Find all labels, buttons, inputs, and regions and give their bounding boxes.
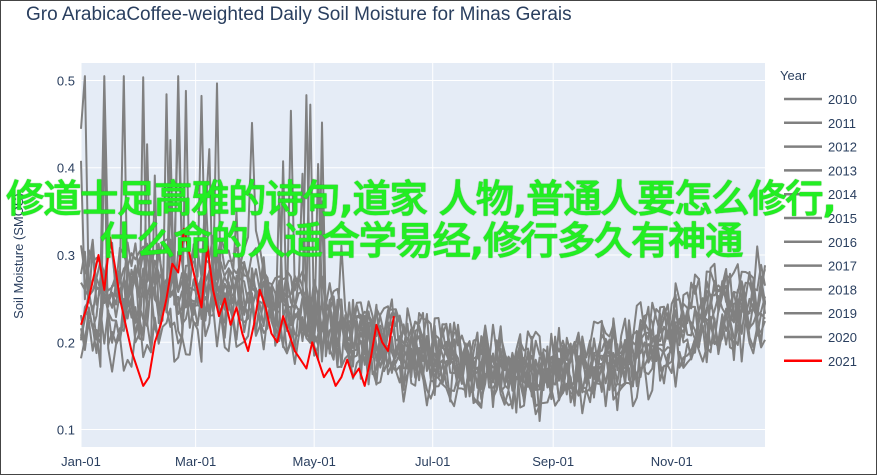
x-tick-label: Sep-01 [532,454,574,469]
y-tick-label: 0.3 [57,248,75,263]
legend-title: Year [780,68,807,83]
legend-label: 2021 [828,354,857,369]
legend-label: 2014 [828,187,857,202]
y-axis: 0.1 0.2 0.3 0.4 0.5 [57,73,75,437]
x-tick-label: May-01 [293,454,336,469]
legend-label: 2011 [828,116,856,131]
legend-label: 2015 [828,211,857,226]
legend-label: 2017 [828,259,857,274]
legend-item-2013[interactable]: 2013 [784,163,857,178]
legend-item-2011[interactable]: 2011 [784,116,856,131]
legend-item-2017[interactable]: 2017 [784,259,857,274]
chart-title: Gro ArabicaCoffee-weighted Daily Soil Mo… [26,4,572,25]
legend-item-2018[interactable]: 2018 [784,282,857,297]
y-axis-label: Soil Moisture (SMOS) [11,193,26,319]
y-tick-label: 0.1 [57,423,75,438]
legend-item-2019[interactable]: 2019 [784,306,857,321]
x-tick-label: Nov-01 [651,454,693,469]
legend-label: 2012 [828,140,857,155]
series-line-2021 [80,227,395,387]
legend-label: 2020 [828,330,857,345]
legend-item-2016[interactable]: 2016 [784,235,857,250]
legend-label: 2018 [828,282,857,297]
legend-label: 2016 [828,235,857,250]
series-lines [80,75,766,422]
legend-item-2021[interactable]: 2021 [784,354,857,369]
legend-item-2012[interactable]: 2012 [784,140,857,155]
series-line-2018 [80,75,766,397]
y-tick-label: 0.4 [57,161,75,176]
x-tick-label: Jul-01 [415,454,450,469]
legend-item-2014[interactable]: 2014 [784,187,857,202]
legend-label: 2010 [828,92,857,107]
series-line-2020 [80,75,766,390]
y-tick-label: 0.2 [57,335,75,350]
y-tick-label: 0.5 [57,73,75,88]
legend[interactable]: Year 2010 2011 2012 2013 2014 2015 2016 2017 2018… [780,68,857,369]
legend-item-2010[interactable]: 2010 [784,92,857,107]
legend-item-2015[interactable]: 2015 [784,211,857,226]
x-tick-label: Jan-01 [61,454,101,469]
x-axis: Jan-01 Mar-01 May-01 Jul-01 Sep-01 Nov-01 [61,454,693,469]
legend-label: 2013 [828,163,857,178]
legend-item-2020[interactable]: 2020 [784,330,857,345]
x-tick-label: Mar-01 [175,454,216,469]
legend-label: 2019 [828,306,857,321]
